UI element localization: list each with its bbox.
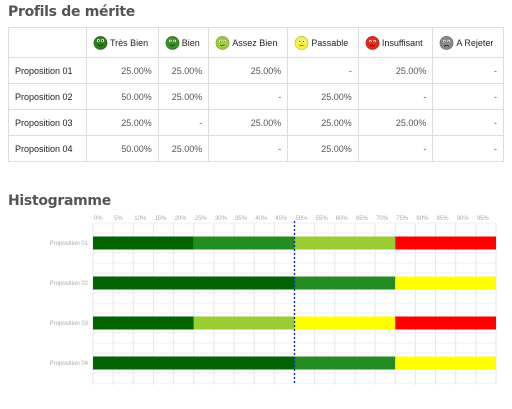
x-tick-label: 55% — [316, 216, 329, 222]
cell-value: 25.00% — [86, 109, 159, 136]
profils-title: Profils de mérite — [8, 4, 135, 20]
x-tick-label: 75% — [396, 216, 409, 222]
cell-value: - — [357, 135, 434, 162]
header-tres-bien: Très Bien — [86, 27, 159, 58]
x-tick-label: 70% — [376, 216, 389, 222]
y-category-label: Proposition 04 — [50, 361, 89, 367]
cell-value: 25.00% — [208, 109, 289, 136]
cell-value: 50.00% — [86, 135, 159, 162]
cell-value: - — [432, 109, 504, 136]
x-tick-label: 80% — [416, 216, 429, 222]
cell-value: 25.00% — [287, 83, 359, 110]
histogram-title: Histogramme — [8, 193, 111, 209]
x-tick-label: 30% — [215, 216, 228, 222]
header-label: Passable — [311, 37, 349, 48]
bar-segment — [294, 236, 396, 250]
row-label: Proposition 03 — [8, 109, 87, 136]
cell-value: 25.00% — [157, 57, 210, 84]
header-label: Assez Bien — [232, 37, 278, 48]
header-a-rejeter: A Rejeter — [432, 27, 504, 58]
x-tick-label: 15% — [154, 216, 167, 222]
cell-value: - — [432, 57, 504, 84]
y-category-label: Proposition 02 — [50, 281, 89, 287]
cell-value: 25.00% — [287, 109, 359, 136]
header-label: Très Bien — [110, 37, 149, 48]
passable-face-icon — [294, 36, 309, 50]
cell-value: - — [357, 83, 434, 110]
bar-segment — [193, 316, 295, 330]
cell-value: 25.00% — [287, 135, 359, 162]
insuffisant-face-icon — [365, 36, 380, 50]
assez-bien-face-icon — [215, 36, 230, 50]
cell-value: - — [432, 135, 504, 162]
cell-value: 50.00% — [86, 83, 159, 110]
cell-value: 25.00% — [157, 83, 210, 110]
bar-segment — [193, 236, 295, 250]
bar-segment — [93, 236, 194, 250]
header-passable: Passable — [287, 27, 359, 58]
a-rejeter-face-icon — [440, 36, 454, 50]
y-category-label: Proposition 03 — [50, 321, 89, 327]
bar-segment — [294, 276, 396, 290]
table-header-row: Très Bien Bien Assez Bien Passable Insuf… — [8, 27, 504, 58]
bar-segment — [93, 356, 295, 370]
x-tick-label: 25% — [195, 216, 208, 222]
row-label: Proposition 01 — [8, 57, 87, 84]
x-tick-label: 35% — [235, 216, 248, 222]
header-bien: Bien — [157, 27, 210, 58]
cell-value: - — [432, 83, 504, 110]
x-tick-label: 10% — [134, 216, 147, 222]
x-tick-label: 50% — [296, 216, 309, 222]
x-tick-label: 0% — [94, 216, 103, 222]
profils-table: Très Bien Bien Assez Bien Passable Insuf… — [8, 27, 504, 162]
x-tick-label: 60% — [336, 216, 349, 222]
cell-value: 25.00% — [357, 109, 434, 136]
header-insuffisant: Insuffisant — [357, 27, 434, 58]
bar-segment — [395, 236, 496, 250]
cell-value: 25.00% — [208, 57, 289, 84]
x-tick-label: 65% — [356, 216, 369, 222]
bar-segment — [93, 276, 295, 290]
histogram-chart: 0% 5% 10% 15% 20% 25% 30% 35% 40% 45% 50% 55% 60% 65%… — [50, 216, 497, 385]
cell-value: - — [287, 57, 359, 84]
tres-bien-face-icon — [93, 36, 108, 50]
x-tick-label: 20% — [175, 216, 188, 222]
header-empty-cell — [8, 27, 87, 58]
header-label: Insuffisant — [381, 37, 423, 48]
y-category-label: Proposition 01 — [50, 241, 89, 247]
bar-segment — [395, 316, 496, 330]
cell-value: 25.00% — [157, 135, 210, 162]
x-tick-label: 90% — [457, 216, 470, 222]
bar-segment — [294, 316, 396, 330]
cell-value: 25.00% — [86, 57, 159, 84]
cell-value: - — [157, 109, 210, 136]
header-assez-bien: Assez Bien — [208, 27, 289, 58]
bien-face-icon — [165, 36, 180, 50]
table-row: Proposition 02 50.00% 25.00% - 25.00% - … — [8, 83, 504, 110]
bar-segment — [93, 316, 194, 330]
table-row: Proposition 03 25.00% - 25.00% 25.00% 25… — [8, 109, 504, 136]
x-tick-label: 85% — [437, 216, 450, 222]
cell-value: 25.00% — [357, 57, 434, 84]
x-tick-label: 45% — [275, 216, 288, 222]
x-tick-label: 40% — [255, 216, 268, 222]
cell-value: - — [208, 135, 289, 162]
bar-segment — [395, 356, 496, 370]
x-tick-label: 95% — [477, 216, 490, 222]
bar-segment — [294, 356, 396, 370]
header-label: Bien — [181, 37, 200, 48]
table-row: Proposition 04 50.00% 25.00% - 25.00% - … — [8, 135, 504, 162]
header-label: A Rejeter — [456, 37, 494, 48]
row-label: Proposition 04 — [8, 135, 87, 162]
bar-segment — [395, 276, 496, 290]
x-tick-label: 5% — [114, 216, 123, 222]
table-row: Proposition 01 25.00% 25.00% 25.00% - 25… — [8, 57, 504, 84]
cell-value: - — [208, 83, 289, 110]
row-label: Proposition 02 — [8, 83, 87, 110]
